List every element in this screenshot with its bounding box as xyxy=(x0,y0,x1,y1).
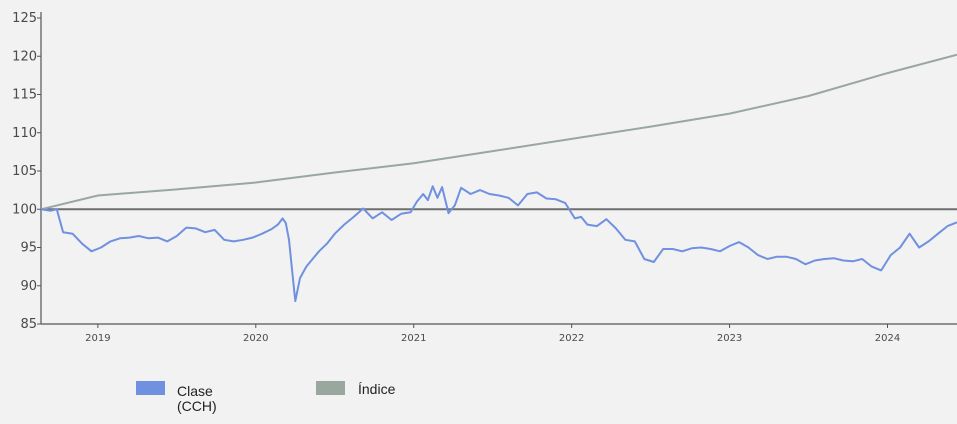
x-tick-label: 2020 xyxy=(243,333,268,344)
y-tick-label: 125 xyxy=(12,11,37,26)
y-tick-label: 90 xyxy=(20,279,37,294)
y-tick-label: 120 xyxy=(12,49,37,64)
x-tick-label: 2022 xyxy=(559,333,584,344)
x-tick-label: 2019 xyxy=(85,333,110,344)
legend-label-indice-line1: Índice xyxy=(358,381,396,397)
y-tick-label: 100 xyxy=(12,202,37,217)
legend-swatch-clase xyxy=(136,381,165,395)
legend-label-clase-line2: (CCH) xyxy=(177,398,217,414)
y-tick-label: 110 xyxy=(12,126,37,141)
legend-label-indice: Índice xyxy=(358,382,428,397)
x-tick-label: 2024 xyxy=(875,333,900,344)
y-tick-label: 85 xyxy=(20,317,37,332)
y-tick-label: 115 xyxy=(12,88,37,103)
y-tick-label: 105 xyxy=(12,164,37,179)
legend-swatch-indice xyxy=(316,381,345,395)
series-line-indice xyxy=(40,53,957,211)
series-line-clase xyxy=(40,185,957,303)
tick-labels-group: 85 90 95 100 105 110 115 120 125 2019 2020 2021 2022… xyxy=(12,11,900,344)
x-tick-label: 2023 xyxy=(717,333,742,344)
legend-label-clase: Clase (CCH) xyxy=(177,384,247,414)
axes-group xyxy=(37,12,957,328)
legend-label-clase-line1: Clase xyxy=(177,383,213,399)
series-group xyxy=(40,53,957,303)
x-tick-label: 2021 xyxy=(401,333,426,344)
y-tick-label: 95 xyxy=(20,241,37,256)
